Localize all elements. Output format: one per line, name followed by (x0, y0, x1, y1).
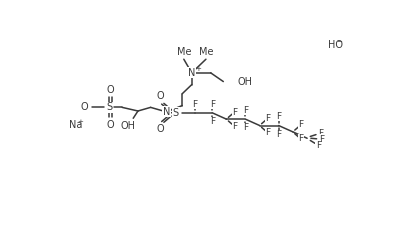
Text: F: F (210, 117, 215, 126)
Text: O: O (80, 102, 88, 112)
Text: HO: HO (328, 40, 343, 50)
Text: Me: Me (177, 47, 191, 57)
Text: −: − (337, 39, 342, 45)
Text: F: F (210, 100, 215, 109)
Text: F: F (232, 108, 237, 117)
Text: F: F (243, 106, 248, 115)
Text: Na: Na (69, 120, 83, 130)
Text: F: F (298, 121, 304, 130)
Text: F: F (298, 134, 304, 143)
Text: F: F (265, 128, 270, 137)
Text: F: F (276, 112, 281, 121)
Text: O: O (157, 91, 164, 101)
Text: Me: Me (199, 47, 213, 57)
Text: OH: OH (121, 121, 136, 131)
Text: OH: OH (237, 76, 253, 87)
Text: N: N (188, 68, 195, 78)
Text: O: O (157, 124, 164, 134)
Text: O: O (106, 85, 114, 95)
Text: F: F (243, 123, 248, 132)
Text: F: F (265, 114, 270, 123)
Text: S: S (173, 108, 179, 118)
Text: F: F (232, 122, 237, 131)
Text: F: F (319, 135, 324, 144)
Text: F: F (318, 129, 323, 138)
Text: +: + (77, 119, 83, 125)
Text: F: F (316, 141, 321, 150)
Text: +: + (195, 66, 201, 72)
Text: F: F (276, 130, 281, 139)
Text: S: S (106, 102, 113, 112)
Text: F: F (192, 100, 197, 109)
Text: O: O (106, 120, 114, 130)
Text: N: N (163, 107, 170, 117)
